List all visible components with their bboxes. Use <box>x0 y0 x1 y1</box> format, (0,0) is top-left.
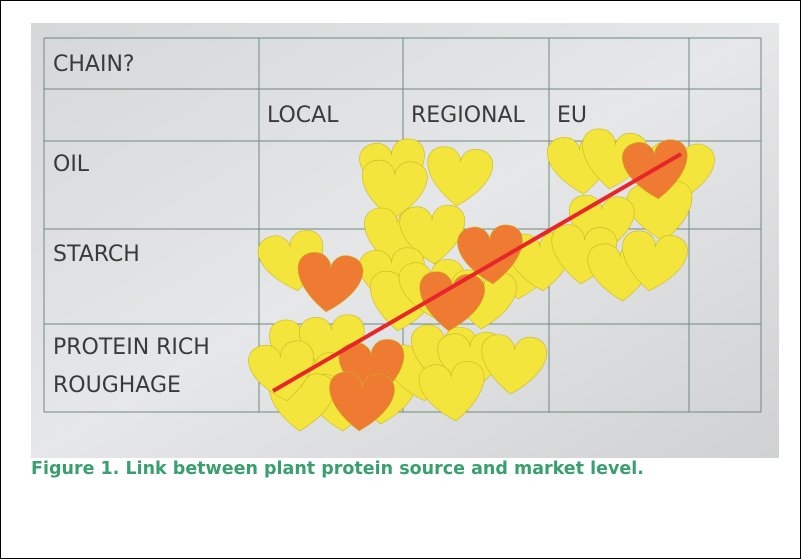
column-header: EU <box>557 103 587 128</box>
column-header: LOCAL <box>267 103 339 128</box>
row-header: PROTEIN RICH <box>53 335 210 360</box>
row-header: ROUGHAGE <box>53 373 181 398</box>
corner-cell: CHAIN? <box>53 52 135 77</box>
column-header: REGIONAL <box>411 103 526 128</box>
row-header: STARCH <box>53 242 140 267</box>
page: CHAIN? LOCAL REGIONAL EU OIL STARCH PROT… <box>0 0 801 559</box>
figure-caption: Figure 1. Link between plant protein sou… <box>31 459 644 479</box>
row-header: OIL <box>53 152 90 177</box>
